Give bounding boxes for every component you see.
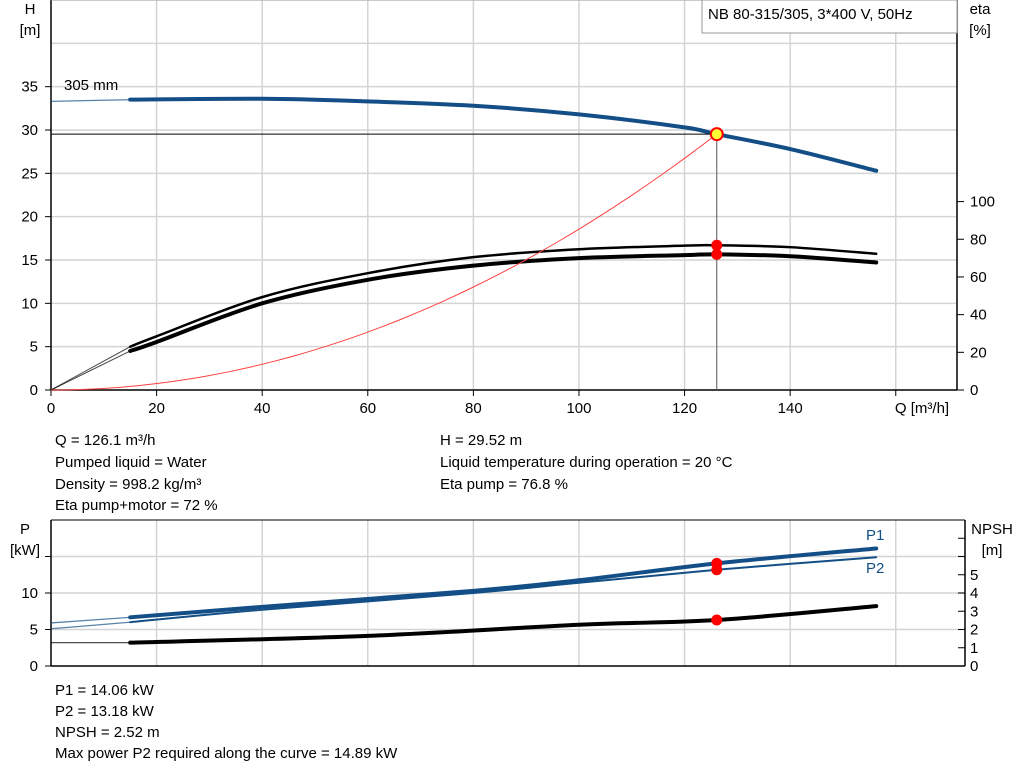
p1-curve [128,546,879,620]
h-tick-label: 5 [30,339,38,356]
eta-tick-label: 40 [970,307,987,324]
eta-total-curve-extension [50,350,131,391]
result-density: Density = 998.2 kg/m³ [55,476,201,493]
h-tick-label: 0 [30,382,38,399]
npsh-duty-marker [711,614,723,626]
p1-legend-label: P1 [866,527,884,544]
npsh-tick-label: 5 [970,567,978,584]
p2-duty-marker [711,564,723,576]
result-p1: P1 = 14.06 kW [55,682,155,699]
x-tick-label: 80 [465,400,482,417]
q-axis-label: Q [m³/h] [895,400,949,417]
system-curve [50,133,718,391]
x-tick-label: 0 [47,400,55,417]
h-axis-unit: [m] [20,22,41,39]
eta-total-curve [128,252,879,353]
duty-point-marker [709,127,724,142]
result-eta-total: Eta pump+motor = 72 % [55,497,218,514]
p-tick-label: 0 [30,658,38,675]
eta-tick-label: 80 [970,231,987,248]
result-eta-pump: Eta pump = 76.8 % [440,476,568,493]
bottom-grid [51,520,965,666]
results-top: Q = 126.1 m³/h Pumped liquid = Water Den… [55,432,733,514]
h-tick-label: 10 [21,295,38,312]
result-max-p2: Max power P2 required along the curve = … [55,745,398,762]
chart-title: NB 80-315/305, 3*400 V, 50Hz [708,6,913,23]
eta-total-duty-marker [711,248,723,260]
eta-pump-curve [128,243,878,348]
p-axis-label: P [20,521,30,538]
eta-tick-label: 20 [970,344,987,361]
h-axis-label: H [25,1,36,18]
head-curve [128,96,879,173]
results-bottom: P1 = 14.06 kW P2 = 13.18 kW NPSH = 2.52 … [55,682,398,762]
npsh-tick-label: 2 [970,622,978,639]
npsh-tick-label: 3 [970,603,978,620]
result-npsh: NPSH = 2.52 m [55,724,160,741]
npsh-tick-label: 1 [970,640,978,657]
p2-curve [129,556,878,624]
bottom-curves [50,546,879,645]
eta-pump-curve-extension [50,346,131,391]
npsh-tick-label: 0 [970,658,978,675]
h-tick-label: 15 [21,252,38,269]
p2-curve-extension [50,621,131,630]
x-tick-label: 100 [566,400,591,417]
result-liquid: Pumped liquid = Water [55,454,207,471]
head-curve-extension [50,99,131,103]
p-axis-unit: [kW] [10,542,40,559]
h-tick-label: 20 [21,209,38,226]
npsh-axis-unit: [m] [982,542,1003,559]
result-h: H = 29.52 m [440,432,522,449]
result-p2: P2 = 13.18 kW [55,703,155,720]
p-tick-label: 5 [30,622,38,639]
npsh-curve [128,604,879,645]
top-ticks: 0 20 40 60 80 100 120 140 0 5 10 15 20 25 30 35 0 20 40 60 8… [21,79,995,417]
eta-axis-label: eta [970,1,992,18]
x-tick-label: 60 [359,400,376,417]
eta-tick-label: 60 [970,269,987,286]
result-q: Q = 126.1 m³/h [55,432,155,449]
p1-curve-extension [50,616,131,624]
eta-tick-label: 0 [970,382,978,399]
x-tick-label: 140 [778,400,803,417]
npsh-tick-label: 4 [970,585,978,602]
x-tick-label: 40 [254,400,271,417]
x-tick-label: 120 [672,400,697,417]
p2-legend-label: P2 [866,560,884,577]
impeller-diameter-label: 305 mm [64,77,118,94]
x-tick-label: 20 [148,400,165,417]
top-grid [51,0,957,390]
h-tick-label: 25 [21,165,38,182]
npsh-axis-label: NPSH [971,521,1013,538]
h-tick-label: 30 [21,122,38,139]
eta-pump-duty-marker [711,239,723,251]
h-tick-label: 35 [21,79,38,96]
p-tick-label: 10 [21,585,38,602]
title-box: NB 80-315/305, 3*400 V, 50Hz [701,0,958,34]
result-temperature: Liquid temperature during operation = 20… [440,454,733,471]
eta-tick-label: 100 [970,194,995,211]
eta-axis-unit: [%] [969,22,991,39]
top-curves [50,96,879,391]
